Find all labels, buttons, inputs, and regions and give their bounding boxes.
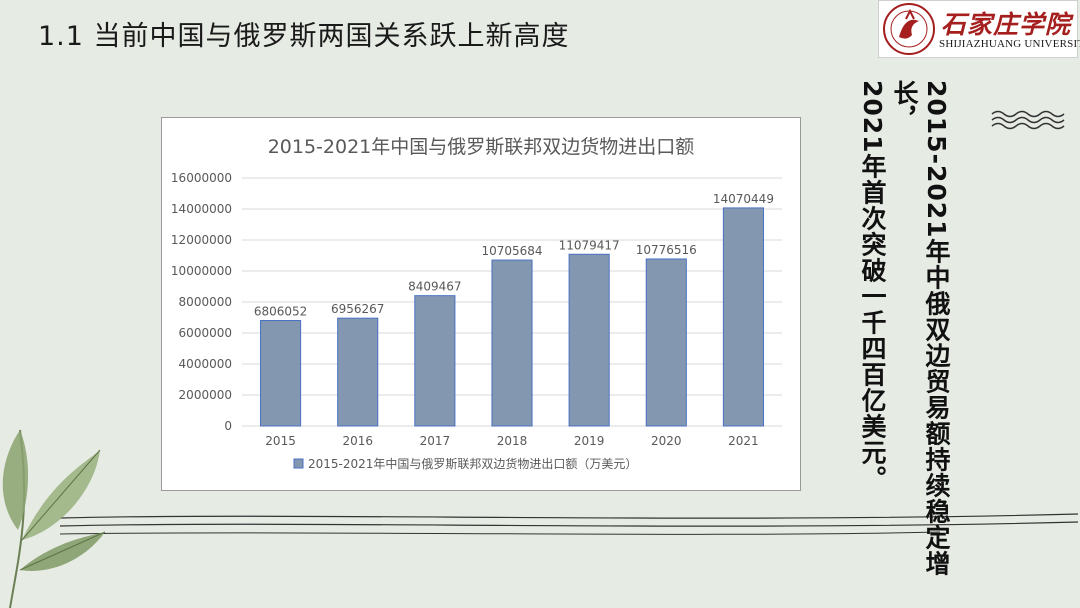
bar — [722, 207, 764, 427]
x-tick-label: 2016 — [342, 434, 373, 448]
chart-frame: 2015-2021年中国与俄罗斯联邦双边货物进出口额 0 2000000 40000… — [161, 117, 801, 491]
y-tick-label: 14000000 — [171, 202, 232, 216]
x-tick-label: 2019 — [574, 434, 605, 448]
y-tick-label: 4000000 — [179, 357, 232, 371]
decor-lines — [59, 513, 1079, 535]
y-tick-label: 16000000 — [171, 171, 232, 185]
y-tick-label: 8000000 — [179, 295, 232, 309]
legend-swatch — [293, 458, 304, 469]
data-label: 10705684 — [481, 244, 542, 258]
wave-lines-icon — [991, 110, 1065, 130]
university-seal-icon — [883, 3, 935, 55]
bar — [491, 259, 533, 427]
y-tick-label: 6000000 — [179, 326, 232, 340]
data-label: 6956267 — [331, 302, 384, 316]
bar — [645, 258, 687, 427]
bar — [568, 253, 610, 427]
data-label: 11079417 — [559, 238, 620, 252]
x-tick-label: 2017 — [420, 434, 451, 448]
x-tick-label: 2020 — [651, 434, 682, 448]
y-tick-label: 12000000 — [171, 233, 232, 247]
y-tick-label: 2000000 — [179, 388, 232, 402]
legend-label: 2015-2021年中国与俄罗斯联邦双边货物进出口额（万美元） — [308, 456, 637, 471]
data-label: 14070449 — [713, 192, 774, 206]
data-label: 8409467 — [408, 280, 461, 294]
bar — [260, 320, 302, 427]
university-logo: 石家庄学院 SHIJIAZHUANG UNIVERSITY — [878, 0, 1080, 58]
side-text-line2: 2021年首次突破一千四百亿美元。 — [858, 80, 887, 492]
data-label: 6806052 — [254, 305, 307, 319]
logo-name-en: SHIJIAZHUANG UNIVERSITY — [939, 38, 1080, 50]
x-tick-label: 2015 — [265, 434, 296, 448]
bar-chart: 0 2000000 4000000 6000000 8000000 10000000 120… — [171, 171, 782, 471]
chart-title: 2015-2021年中国与俄罗斯联邦双边货物进出口额 — [267, 136, 695, 158]
y-tick-label: 0 — [224, 419, 232, 433]
data-label: 10776516 — [636, 243, 697, 257]
logo-name-cn: 石家庄学院 — [941, 10, 1072, 39]
side-text-line1: 2015-2021年中俄双边贸易额持续稳定增长， — [890, 80, 951, 577]
x-tick-label: 2018 — [497, 434, 528, 448]
slide-title: 1.1 当前中国与俄罗斯两国关系跃上新高度 — [38, 21, 570, 52]
x-tick-label: 2021 — [728, 434, 759, 448]
y-tick-label: 10000000 — [171, 264, 232, 278]
bar — [414, 295, 456, 427]
tropical-leaf-icon — [2, 429, 106, 608]
bar — [337, 317, 379, 427]
